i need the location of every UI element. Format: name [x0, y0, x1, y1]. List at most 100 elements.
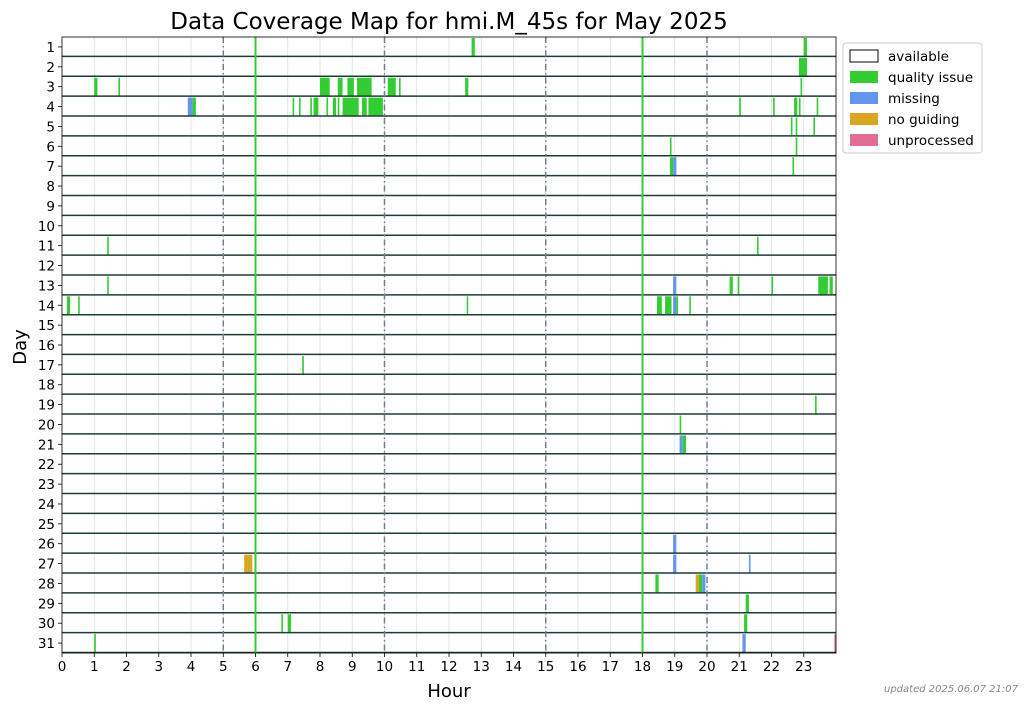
segment-quality [292, 97, 295, 116]
segment-quality [679, 415, 682, 434]
x-tick-label: 15 [537, 659, 554, 675]
segment-quality [337, 77, 343, 96]
y-tick-label: 31 [38, 636, 55, 652]
y-tick-label: 9 [46, 199, 55, 215]
y-tick-label: 14 [38, 298, 55, 314]
segment-quality [302, 355, 304, 374]
y-tick-label: 7 [46, 159, 55, 175]
y-tick-label: 21 [38, 437, 55, 453]
segment-quality [465, 77, 469, 96]
y-tick-label: 1 [46, 40, 55, 56]
segment-noguiding [247, 554, 253, 573]
segment-quality [798, 57, 807, 76]
full-day-quality-lines [254, 37, 644, 653]
segment-quality [387, 77, 396, 96]
x-tick-label: 14 [505, 659, 522, 675]
segment-quality [192, 97, 196, 116]
y-tick-label: 10 [38, 219, 55, 235]
segment-quality [829, 276, 833, 295]
x-tick-label: 19 [666, 659, 683, 675]
segment-quality [466, 296, 469, 315]
y-tick-label: 4 [46, 100, 55, 116]
segment-quality [795, 117, 798, 136]
segment-quality [698, 574, 703, 593]
x-tick-label: 9 [348, 659, 357, 675]
y-tick-label: 6 [46, 139, 55, 155]
segment-quality [756, 236, 759, 255]
updated-timestamp: updated 2025.06.07 21:07 [883, 684, 1018, 695]
segment-quality [815, 395, 817, 414]
segment-quality [818, 276, 828, 295]
segment-quality [803, 38, 807, 56]
y-tick-label: 17 [38, 358, 55, 374]
x-axis-label: Hour [427, 681, 471, 702]
x-tick-label: 11 [408, 659, 425, 675]
y-tick-label: 29 [38, 596, 55, 612]
x-tick-label: 12 [440, 659, 457, 675]
x-tick-label: 17 [602, 659, 619, 675]
x-tick-label: 21 [731, 659, 748, 675]
y-tick-label: 26 [38, 537, 55, 553]
segment-quality [669, 157, 674, 176]
legend-label-missing: missing [888, 91, 940, 107]
y-axis-label: Day [10, 329, 31, 365]
segment-quality [107, 236, 109, 255]
segment-quality [342, 97, 359, 116]
y-tick-label: 25 [38, 517, 55, 533]
segment-quality [737, 276, 740, 295]
x-axis-ticks: 0 1 2 3 4 5 6 7 8 9 10 11 12 13 14 15 16 17 18 19 20 21 22 23 [58, 653, 812, 675]
x-tick-label: 8 [316, 659, 325, 675]
segment-quality [326, 97, 329, 116]
segment-missing [673, 276, 677, 295]
legend: available quality issue missing no guiding u… [842, 42, 983, 154]
x-tick-label: 13 [473, 659, 490, 675]
segment-quality [94, 634, 96, 652]
y-tick-label: 16 [38, 338, 55, 354]
full-day-quality-line [641, 37, 644, 653]
y-tick-label: 30 [38, 616, 55, 632]
segment-missing [679, 435, 683, 454]
y-tick-label: 28 [38, 576, 55, 592]
segment-quality [773, 97, 775, 116]
segment-quality [729, 276, 733, 295]
segment-quality [320, 77, 330, 96]
y-tick-label: 15 [38, 318, 55, 334]
segment-quality [361, 97, 367, 116]
legend-swatch-noguiding [850, 113, 878, 125]
segment-quality [337, 97, 340, 116]
legend-swatch-quality [850, 71, 878, 83]
y-axis-ticks: 1234567891011121314151617181920212223242… [38, 40, 62, 652]
legend-label-quality: quality issue [888, 70, 973, 86]
segment-missing [702, 574, 706, 593]
segment-quality [66, 296, 71, 315]
segment-missing [748, 554, 751, 573]
x-tick-label: 5 [219, 659, 228, 675]
segment-quality [281, 614, 283, 633]
segment-missing [673, 534, 677, 553]
segment-quality [813, 117, 816, 136]
x-tick-label: 16 [569, 659, 586, 675]
segment-unprocessed [834, 634, 836, 652]
segment-missing [187, 97, 193, 116]
y-tick-label: 5 [46, 119, 55, 135]
segment-quality [78, 296, 80, 315]
x-tick-label: 2 [122, 659, 131, 675]
segment-quality [657, 296, 662, 315]
segment-quality [800, 77, 803, 96]
y-tick-label: 11 [38, 239, 55, 255]
x-tick-label: 3 [154, 659, 163, 675]
segment-quality [682, 435, 687, 454]
segment-quality [739, 97, 741, 116]
segment-quality [368, 97, 383, 116]
y-tick-label: 8 [46, 179, 55, 195]
x-tick-label: 10 [376, 659, 393, 675]
legend-label-noguiding: no guiding [888, 112, 959, 128]
segment-quality [794, 97, 798, 116]
y-tick-label: 23 [38, 477, 55, 493]
x-tick-label: 0 [58, 659, 67, 675]
segment-quality [655, 574, 659, 593]
segment-missing [673, 554, 677, 573]
y-tick-label: 3 [46, 80, 55, 96]
coverage-segments [66, 38, 836, 652]
